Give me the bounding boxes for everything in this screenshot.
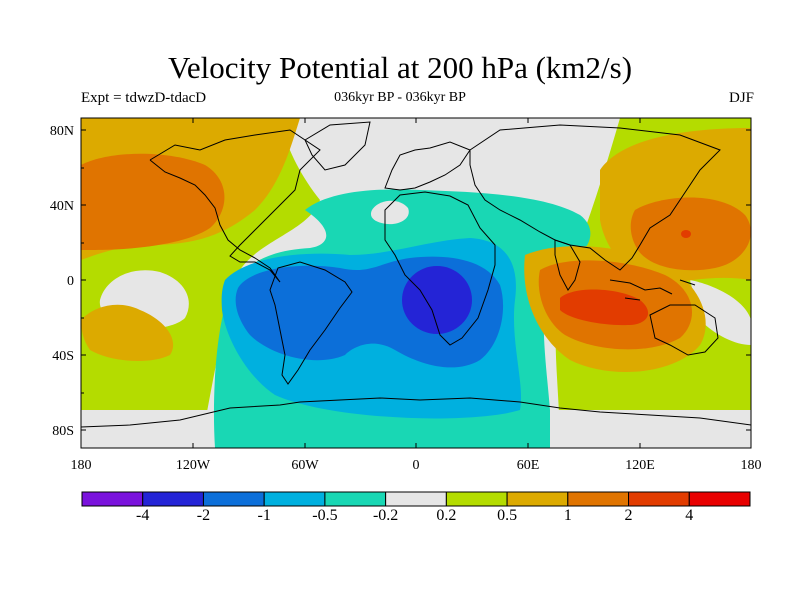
- gold-region-east-pacific: [81, 304, 174, 362]
- longitude-labels: 180 120W 60W 0 60E 120E 180: [71, 458, 762, 473]
- colorbar-swatch: [263, 491, 326, 507]
- lon-label: 180: [71, 458, 92, 473]
- lon-label: 180: [741, 458, 762, 473]
- experiment-label: Expt = tdwzD-tdacD: [81, 90, 207, 106]
- colorbar-swatch: [324, 491, 387, 507]
- coast-maritime-continent: [609, 279, 696, 301]
- colorbar-level-label: 0.5: [497, 507, 518, 524]
- map-title: Velocity Potential at 200 hPa (km2/s): [167, 50, 633, 85]
- lat-label: 40N: [50, 199, 74, 214]
- lon-label: 120W: [176, 458, 211, 473]
- colorbar-level-label: -0.2: [372, 507, 399, 524]
- colorbar-level-label: -1: [257, 507, 271, 524]
- coast-north-america: [149, 129, 321, 283]
- colorbar-swatch: [628, 491, 690, 507]
- lon-label: 120E: [625, 458, 655, 473]
- orange-region-north-pacific: [81, 153, 225, 250]
- colorbar-swatch: [385, 491, 447, 507]
- neutral-region-australia: [690, 280, 751, 345]
- lat-label: 80N: [50, 124, 74, 139]
- neutral-hole-sahara: [370, 200, 409, 225]
- axis-ticks: [80, 118, 752, 448]
- colorbar: [81, 491, 751, 507]
- coast-india: [554, 239, 581, 291]
- colorbar-level-label: 1: [563, 507, 572, 524]
- lon-label: 60W: [291, 458, 319, 473]
- lon-label: 0: [413, 458, 420, 473]
- colorbar-swatch: [688, 491, 751, 507]
- lat-label: 40S: [52, 349, 74, 364]
- colorbar-level-label: 0.2: [436, 507, 457, 524]
- lat-label: 80S: [52, 424, 74, 439]
- colorbar-swatch: [506, 491, 569, 507]
- coast-asia: [469, 124, 721, 271]
- coast-antarctica: [81, 397, 751, 428]
- coast-greenland: [304, 121, 371, 171]
- period-label: 036kyr BP - 036kyr BP: [334, 90, 466, 105]
- velocity-potential-field: [81, 118, 751, 448]
- colorbar-level-label: -4: [136, 507, 150, 524]
- colorbar-level-label: -2: [196, 507, 211, 524]
- coast-south-america: [269, 261, 353, 385]
- coast-australia: [649, 304, 719, 356]
- coast-africa: [384, 191, 496, 346]
- coastlines: [81, 121, 751, 428]
- colorbar-swatch: [81, 491, 144, 507]
- colorbar-level-label: 4: [685, 507, 694, 524]
- dark-blue-core: [402, 266, 472, 334]
- colorbar-swatch: [445, 491, 508, 507]
- colorbar-swatch: [202, 491, 265, 507]
- lat-label: 0: [67, 274, 74, 289]
- colorbar-level-label: -0.5: [312, 507, 338, 524]
- latitude-labels: 80N 40N 0 40S 80S: [50, 124, 74, 439]
- colorbar-swatch: [142, 491, 204, 507]
- season-label: DJF: [728, 90, 754, 106]
- colorbar-swatch: [567, 491, 630, 507]
- lon-label: 60E: [517, 458, 540, 473]
- red-orange-spot: [681, 230, 691, 238]
- colorbar-level-label: 2: [624, 507, 633, 524]
